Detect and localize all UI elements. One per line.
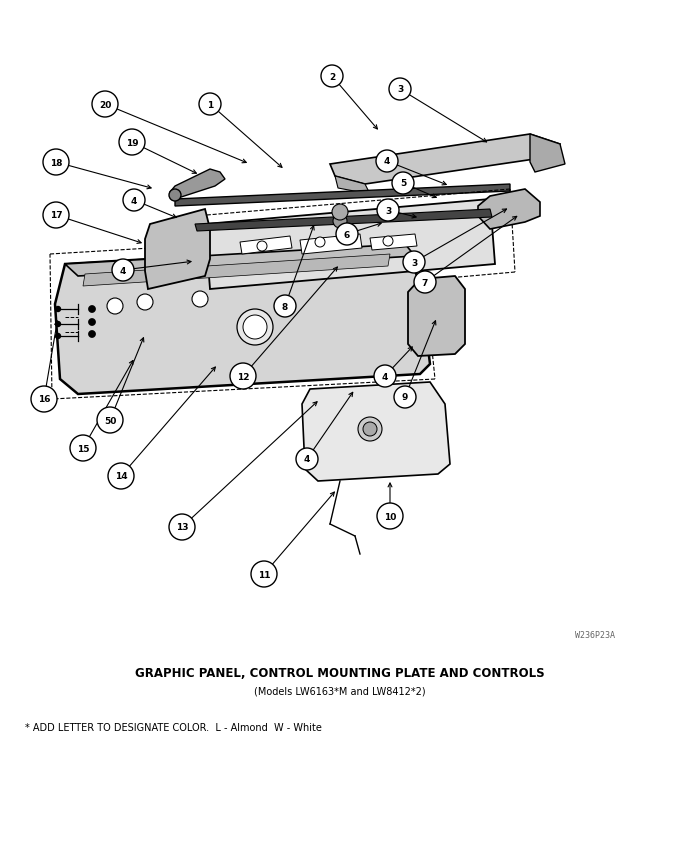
Circle shape	[112, 260, 134, 282]
Polygon shape	[55, 245, 430, 394]
Circle shape	[43, 203, 69, 229]
Polygon shape	[330, 135, 560, 185]
Polygon shape	[478, 190, 540, 230]
Text: 4: 4	[131, 197, 137, 205]
Circle shape	[363, 423, 377, 436]
Polygon shape	[205, 200, 495, 289]
Polygon shape	[65, 245, 415, 277]
Text: 4: 4	[120, 266, 126, 275]
Text: 18: 18	[50, 159, 63, 167]
Circle shape	[251, 561, 277, 587]
Circle shape	[199, 94, 221, 116]
Text: GRAPHIC PANEL, CONTROL MOUNTING PLATE AND CONTROLS: GRAPHIC PANEL, CONTROL MOUNTING PLATE AN…	[135, 666, 545, 679]
Text: 5: 5	[400, 179, 406, 188]
Text: 7: 7	[422, 279, 428, 287]
Circle shape	[383, 236, 393, 246]
Polygon shape	[170, 170, 225, 200]
Circle shape	[274, 295, 296, 317]
Text: 3: 3	[397, 85, 403, 95]
Circle shape	[108, 463, 134, 490]
Text: 8: 8	[282, 302, 288, 311]
Circle shape	[92, 92, 118, 118]
Circle shape	[88, 306, 95, 313]
Circle shape	[230, 364, 256, 390]
Circle shape	[336, 224, 358, 246]
Circle shape	[257, 241, 267, 252]
Circle shape	[332, 205, 348, 221]
Polygon shape	[195, 210, 492, 232]
Polygon shape	[370, 235, 417, 251]
Circle shape	[377, 503, 403, 529]
Circle shape	[97, 408, 123, 434]
Polygon shape	[335, 176, 370, 195]
Circle shape	[414, 272, 436, 294]
Circle shape	[389, 78, 411, 101]
Polygon shape	[240, 236, 292, 255]
Circle shape	[377, 200, 399, 222]
Text: W236P23A: W236P23A	[575, 630, 615, 639]
Circle shape	[358, 418, 382, 441]
Circle shape	[56, 307, 61, 312]
Circle shape	[119, 130, 145, 156]
Text: 12: 12	[237, 372, 250, 381]
Text: 11: 11	[258, 570, 270, 579]
Text: 6: 6	[344, 230, 350, 239]
Text: (Models LW6163*M and LW8412*2): (Models LW6163*M and LW8412*2)	[254, 686, 426, 696]
Text: 14: 14	[115, 472, 127, 481]
Circle shape	[376, 151, 398, 173]
Circle shape	[169, 514, 195, 540]
Text: 3: 3	[385, 206, 391, 215]
Circle shape	[192, 292, 208, 307]
Polygon shape	[300, 235, 362, 255]
Polygon shape	[175, 185, 510, 207]
Circle shape	[315, 238, 325, 247]
Text: 9: 9	[402, 393, 408, 402]
Polygon shape	[408, 277, 465, 356]
Circle shape	[169, 190, 181, 202]
Polygon shape	[83, 255, 390, 287]
Circle shape	[123, 190, 145, 212]
Circle shape	[88, 319, 95, 326]
Circle shape	[374, 365, 396, 387]
Circle shape	[333, 214, 347, 229]
Circle shape	[394, 387, 416, 408]
Text: 2: 2	[329, 73, 335, 81]
Text: 17: 17	[50, 211, 63, 220]
Text: * ADD LETTER TO DESIGNATE COLOR.  L - Almond  W - White: * ADD LETTER TO DESIGNATE COLOR. L - Alm…	[25, 722, 322, 732]
Circle shape	[296, 448, 318, 470]
Text: 10: 10	[384, 512, 396, 521]
Text: 20: 20	[99, 100, 112, 110]
Circle shape	[403, 252, 425, 273]
Text: 1: 1	[207, 100, 213, 110]
Text: 3: 3	[411, 258, 417, 268]
Polygon shape	[145, 210, 210, 289]
Text: 16: 16	[38, 395, 50, 404]
Text: 4: 4	[304, 455, 310, 464]
Polygon shape	[302, 382, 450, 481]
Circle shape	[237, 310, 273, 345]
Circle shape	[137, 295, 153, 311]
Circle shape	[88, 331, 95, 338]
Text: 4: 4	[384, 157, 390, 166]
Text: 19: 19	[126, 138, 138, 148]
Circle shape	[107, 299, 123, 315]
Circle shape	[56, 334, 61, 339]
Circle shape	[31, 387, 57, 413]
Text: 13: 13	[175, 523, 188, 532]
Text: 50: 50	[104, 416, 116, 425]
Circle shape	[43, 150, 69, 176]
Circle shape	[321, 66, 343, 88]
Circle shape	[70, 436, 96, 462]
Circle shape	[392, 173, 414, 195]
Polygon shape	[530, 135, 565, 173]
Text: 4: 4	[381, 372, 388, 381]
Text: 15: 15	[77, 444, 89, 453]
Circle shape	[243, 316, 267, 339]
Circle shape	[56, 322, 61, 327]
